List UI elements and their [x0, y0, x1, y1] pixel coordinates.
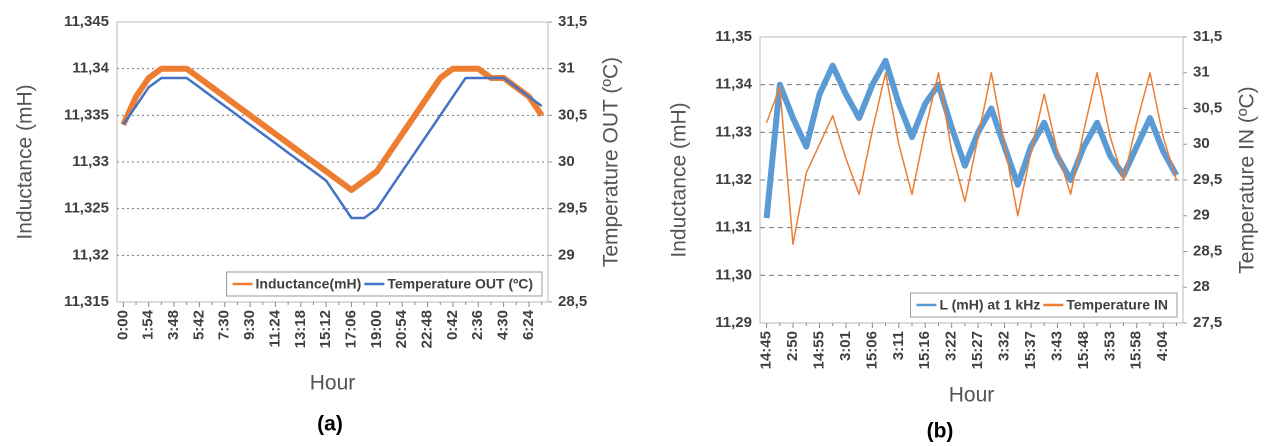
- series-line: [765, 72, 1178, 246]
- x-tick-label: 15:06: [863, 331, 880, 369]
- y-tick-label: 11,34: [715, 76, 752, 93]
- x-tick-label: 0:00: [114, 310, 131, 340]
- x-tick-label: 13:18: [292, 310, 309, 348]
- y2-axis-label: Temperature OUT (ºC): [600, 57, 623, 267]
- y2-axis-label: Temperature IN (ºC): [1236, 86, 1259, 273]
- x-tick-label: 3:43: [1048, 331, 1065, 361]
- y2-tick-label: 30,5: [1193, 99, 1222, 116]
- y2-tick-label: 27,5: [1193, 314, 1222, 331]
- y-tick-label: 11,32: [715, 171, 752, 188]
- y2-tick-label: 31,5: [1193, 28, 1222, 45]
- x-axis-label: Hour: [310, 372, 356, 395]
- x-axis-label: Hour: [949, 384, 995, 407]
- x-tick-label: 5:42: [190, 310, 207, 340]
- y2-tick-label: 30,5: [558, 106, 587, 123]
- x-tick-label: 15:16: [916, 331, 933, 369]
- x-tick-label: 15:37: [1022, 331, 1039, 369]
- x-tick-label: 15:12: [317, 310, 334, 348]
- y2-tick-label: 29,5: [558, 200, 587, 217]
- y-axis-label: Inductance (mH): [14, 84, 37, 239]
- y2-tick-label: 28,5: [558, 293, 587, 310]
- x-tick-label: 0:42: [444, 310, 461, 340]
- y2-tick-label: 30: [1193, 135, 1210, 152]
- y2-tick-label: 29: [558, 246, 575, 263]
- x-tick-label: 15:27: [969, 331, 986, 369]
- y-tick-label: 11,30: [715, 266, 752, 283]
- y2-tick-label: 29,5: [1193, 171, 1222, 188]
- y-tick-label: 11,32: [72, 246, 109, 263]
- x-tick-label: 14:55: [810, 331, 827, 369]
- x-tick-label: 22:48: [419, 310, 436, 348]
- legend: Inductance(mH) Temperature OUT (ºC): [226, 271, 543, 297]
- x-tick-label: 6:24: [520, 309, 537, 340]
- y-tick-label: 11,29: [715, 314, 752, 331]
- x-tick-label: 4:04: [1154, 330, 1171, 361]
- series-line: [122, 76, 543, 220]
- plot-frame: [116, 21, 549, 303]
- x-tick-label: 3:32: [996, 331, 1013, 361]
- x-tick-label: 14:45: [758, 331, 775, 369]
- series-line: [120, 65, 545, 193]
- y-tick-label: 11,335: [64, 106, 109, 123]
- x-tick-label: 4:30: [495, 310, 512, 340]
- legend: L (mH) at 1 kHz Temperature IN: [909, 292, 1178, 318]
- x-tick-label: 2:36: [469, 310, 486, 340]
- y-tick-label: 11,345: [64, 13, 109, 30]
- caption: (b): [927, 420, 954, 443]
- legend-label: Inductance(mH): [256, 276, 362, 292]
- x-tick-label: 15:58: [1128, 331, 1145, 369]
- y-tick-label: 11,35: [715, 28, 752, 45]
- y-tick-label: 11,34: [72, 60, 109, 77]
- y2-tick-label: 28,5: [1193, 242, 1222, 259]
- x-tick-label: 2:50: [784, 331, 801, 361]
- plot-frame: [759, 36, 1184, 324]
- y2-tick-label: 28: [1193, 278, 1210, 295]
- x-tick-label: 3:53: [1101, 331, 1118, 361]
- y2-tick-label: 31: [558, 60, 575, 77]
- x-tick-label: 15:48: [1075, 331, 1092, 369]
- y-axis-label: Inductance (mH): [668, 102, 691, 257]
- y-tick-label: 11,33: [715, 123, 752, 140]
- legend-label: Temperature IN: [1066, 297, 1168, 313]
- x-tick-label: 19:00: [368, 310, 385, 348]
- y-tick-label: 11,315: [64, 293, 109, 310]
- x-tick-label: 11:24: [266, 309, 283, 347]
- y-tick-label: 11,31: [715, 219, 752, 236]
- x-tick-label: 9:30: [241, 310, 258, 340]
- x-tick-label: 3:01: [837, 331, 854, 361]
- x-tick-label: 1:54: [140, 309, 157, 340]
- series-line: [763, 57, 1180, 219]
- x-tick-label: 17:06: [342, 310, 359, 348]
- legend-label: Temperature OUT (ºC): [387, 276, 533, 292]
- y2-tick-label: 29: [1193, 207, 1210, 224]
- x-tick-label: 3:22: [943, 331, 960, 361]
- x-tick-label: 3:11: [890, 331, 907, 360]
- x-tick-label: 20:54: [393, 309, 410, 348]
- y2-tick-label: 30: [558, 153, 575, 170]
- y2-tick-label: 31: [1193, 64, 1210, 81]
- x-tick-label: 7:30: [216, 310, 233, 340]
- y2-tick-label: 31,5: [558, 13, 587, 30]
- legend-label: L (mH) at 1 kHz: [939, 297, 1040, 313]
- y-tick-label: 11,325: [64, 200, 109, 217]
- y-tick-label: 11,33: [72, 153, 109, 170]
- caption: (a): [317, 413, 343, 436]
- x-tick-label: 3:48: [165, 310, 182, 340]
